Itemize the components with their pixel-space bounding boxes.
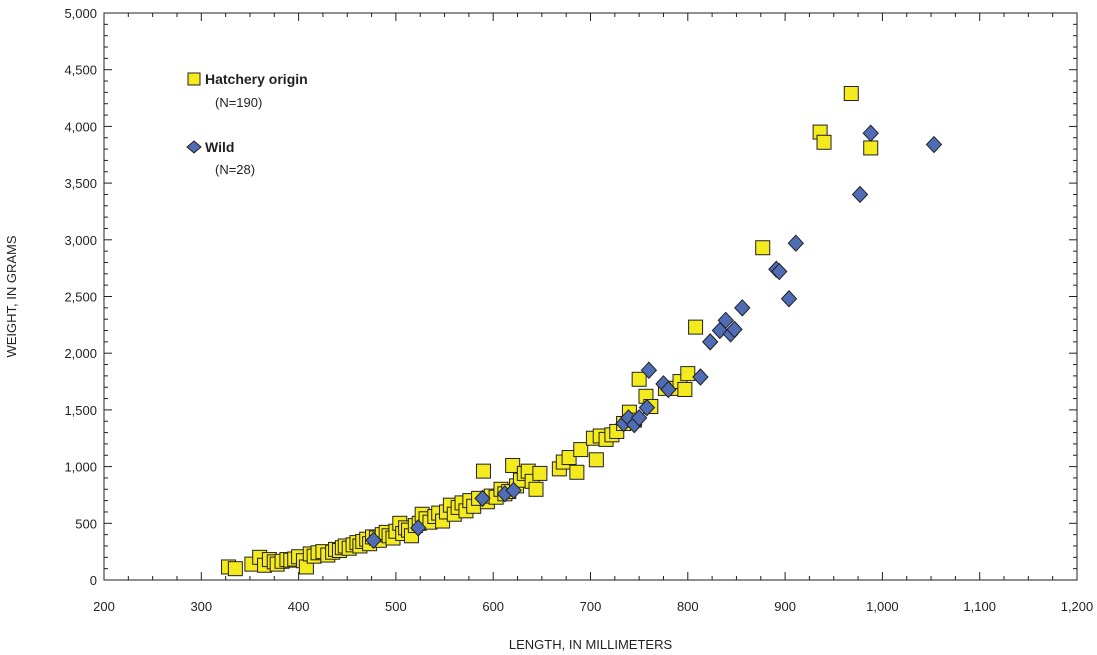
- y-tick-label: 2,500: [64, 290, 97, 305]
- wild-point: [734, 299, 751, 317]
- hatchery-point: [475, 463, 491, 479]
- y-tick-label: 1,000: [64, 460, 97, 475]
- x-tick-label: 1,000: [866, 599, 899, 614]
- y-tick-label: 1,500: [64, 403, 97, 418]
- legend-wild-count: (N=28): [215, 162, 255, 177]
- y-tick-label: 3,500: [64, 176, 97, 191]
- wild-point: [780, 290, 798, 308]
- hatchery-point: [680, 366, 696, 382]
- x-tick-label: 500: [385, 599, 407, 614]
- wild-point: [630, 409, 648, 427]
- x-tick-label: 900: [774, 599, 796, 614]
- hatchery-point: [816, 134, 832, 150]
- x-tick-label: 800: [677, 599, 699, 614]
- wild-point: [701, 333, 719, 351]
- hatchery-point: [227, 561, 243, 577]
- wild-point: [771, 262, 788, 281]
- y-tick-labels: 0 500 1,000 1,500 2,000 2,500 3,000 3,500 4,000 4…: [64, 6, 97, 588]
- hatchery-point: [631, 371, 647, 387]
- hatchery-point: [532, 465, 548, 481]
- hatchery-point: [528, 481, 544, 497]
- wild-point: [726, 320, 743, 339]
- x-tick-labels: 200 300 400 500 600 700 800 900 1,000 1,100 1,200: [93, 599, 1093, 614]
- wild-point: [787, 234, 804, 252]
- wild-point: [474, 489, 491, 508]
- hatchery-point: [843, 86, 859, 102]
- hatchery-point: [588, 452, 604, 468]
- legend-wild-marker: [186, 140, 202, 154]
- wild-point: [638, 398, 656, 417]
- axis-ticks: [103, 12, 1078, 581]
- hatchery-point: [569, 464, 585, 480]
- wild-point: [862, 124, 879, 142]
- wild-point: [365, 531, 382, 550]
- wild-point: [410, 519, 427, 537]
- legend-wild-label: Wild: [205, 139, 234, 155]
- legend-hatchery-label: Hatchery origin: [205, 71, 308, 87]
- legend-hatchery-count: (N=190): [215, 95, 262, 110]
- y-tick-label: 4,500: [64, 63, 97, 78]
- hatchery-point: [561, 450, 577, 466]
- wild-point: [692, 368, 709, 386]
- plot-area: [103, 12, 1078, 581]
- hatchery-point: [688, 319, 704, 335]
- hatchery-point: [755, 240, 771, 256]
- hatchery-point: [573, 442, 589, 458]
- y-tick-label: 5,000: [64, 6, 97, 21]
- x-tick-label: 300: [190, 599, 212, 614]
- hatchery-point: [505, 457, 521, 473]
- x-tick-label: 200: [93, 599, 115, 614]
- x-tick-label: 600: [482, 599, 504, 614]
- legend-hatchery-marker: [187, 72, 201, 86]
- y-axis-title: WEIGHT, IN GRAMS: [4, 235, 19, 357]
- x-tick-label: 400: [288, 599, 310, 614]
- data-points: [221, 86, 943, 577]
- wild-point: [851, 185, 869, 204]
- wild-point: [717, 311, 734, 330]
- wild-point: [660, 380, 677, 399]
- legend: Hatchery origin (N=190) Wild (N=28): [186, 71, 308, 177]
- hatchery-point: [863, 140, 879, 156]
- x-tick-label: 1,200: [1061, 599, 1094, 614]
- y-tick-label: 500: [75, 516, 97, 531]
- wild-point: [640, 361, 658, 379]
- y-tick-label: 2,000: [64, 346, 97, 361]
- y-tick-label: 0: [90, 573, 97, 588]
- x-tick-label: 1,100: [963, 599, 996, 614]
- y-tick-label: 4,000: [64, 119, 97, 134]
- wild-point: [505, 481, 522, 500]
- x-axis-title: LENGTH, IN MILLIMETERS: [509, 637, 673, 652]
- wild-point: [925, 135, 943, 154]
- y-tick-label: 3,000: [64, 233, 97, 248]
- x-tick-label: 700: [580, 599, 602, 614]
- hatchery-point: [677, 381, 693, 397]
